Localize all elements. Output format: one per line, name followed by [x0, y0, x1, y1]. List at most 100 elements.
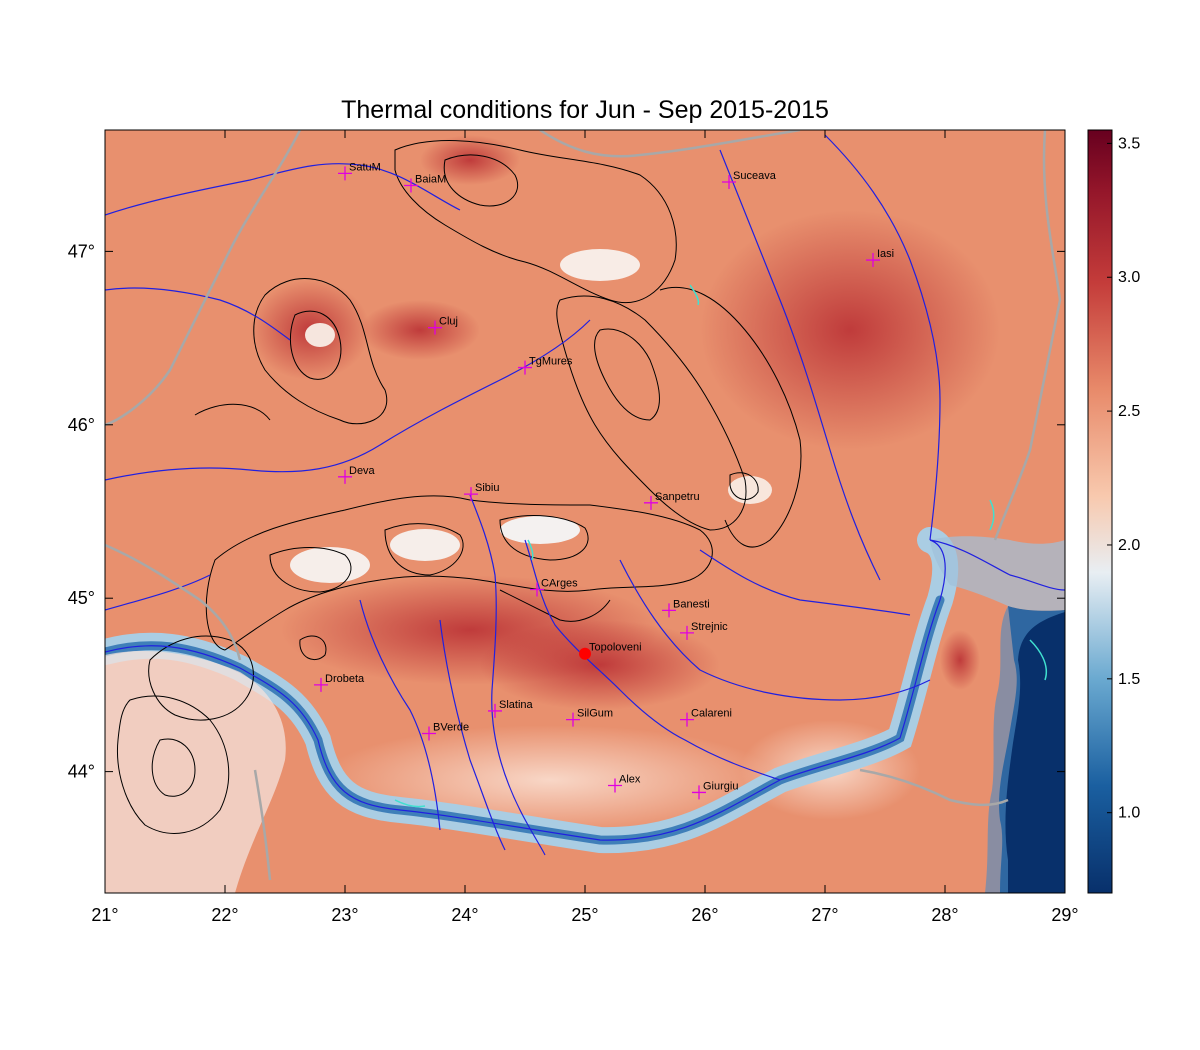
- contour-banat: [148, 635, 254, 721]
- plus-marker-icon: [464, 487, 478, 502]
- lat-tick-label: 44°: [68, 762, 95, 782]
- black-sea-coastal-fade: [985, 606, 1065, 893]
- lon-tick-label: 22°: [211, 905, 238, 925]
- plus-marker-icon: [518, 360, 532, 375]
- rivers: [105, 134, 1065, 856]
- cool-peak: [500, 516, 580, 544]
- city-carges: CArges: [530, 578, 578, 597]
- lake-vidraru: [527, 539, 534, 561]
- border-bulgaria: [253, 769, 272, 881]
- contour-apuseni-inner: [289, 310, 342, 380]
- river-arges: [524, 539, 781, 781]
- plus-marker-icon: [680, 625, 694, 640]
- plus-marker-icon: [530, 582, 544, 597]
- danube-delta: [930, 536, 1065, 611]
- contour-oas: [194, 403, 271, 421]
- border-moldova: [993, 130, 1062, 541]
- lake-danube-reservoir: [394, 799, 426, 808]
- plus-marker-icon: [608, 778, 622, 793]
- cool-peak: [560, 249, 640, 281]
- river-tisa: [105, 574, 211, 611]
- contour-southern-inner-east: [499, 515, 589, 561]
- river-vedea: [439, 619, 506, 851]
- map-area: [105, 130, 1065, 893]
- lake-bicaz: [689, 284, 700, 306]
- river-jiu: [359, 599, 441, 831]
- city-iasi: Iasi: [866, 248, 894, 268]
- colorbar-tick-label: 2.0: [1118, 537, 1140, 554]
- river-olt: [469, 494, 546, 856]
- border-ukraine: [539, 130, 801, 158]
- city-label: Banesti: [673, 598, 710, 610]
- border-hungary: [105, 130, 302, 427]
- city-label: Sanpetru: [655, 491, 700, 503]
- city-baiam: BaiaM: [404, 173, 446, 193]
- city-label: Drobeta: [325, 673, 365, 685]
- river-buzau: [699, 549, 911, 616]
- city-cluj: Cluj: [428, 316, 458, 335]
- city-strejnic: Strejnic: [680, 621, 728, 640]
- river-danube: [105, 539, 1065, 841]
- city-label: BVerde: [433, 721, 469, 733]
- city-giurgiu: Giurgiu: [692, 780, 738, 800]
- colorbar-tick-label: 3.5: [1118, 135, 1140, 152]
- contour-northern-carpathians: [394, 140, 677, 304]
- hot-region: [700, 210, 1000, 450]
- contour-southern-inner-west: [269, 547, 352, 593]
- contour-northern-carpathians-inner: [443, 154, 518, 207]
- city-bverde: BVerde: [422, 721, 469, 741]
- country-borders: [105, 130, 1062, 881]
- river-ialomita: [619, 559, 931, 701]
- cool-peak: [390, 529, 460, 561]
- plus-marker-icon: [338, 166, 352, 181]
- river-mures: [105, 319, 591, 481]
- city-label: SilGum: [577, 708, 613, 720]
- plus-marker-icon: [644, 495, 658, 510]
- contour-eastern-carpathians-inner: [594, 328, 660, 421]
- lon-tick-label: 24°: [451, 905, 478, 925]
- river-prut: [824, 134, 941, 541]
- colorbar-tick-label: 1.0: [1118, 805, 1140, 822]
- hot-region: [940, 630, 980, 690]
- city-silgum: SilGum: [566, 708, 613, 727]
- city-label: CArges: [541, 578, 578, 590]
- city-alex: Alex: [608, 773, 641, 793]
- city-label: Suceava: [733, 170, 777, 182]
- border-bulgaria-east: [859, 768, 1009, 807]
- lon-tick-label: 27°: [811, 905, 838, 925]
- city-label: Deva: [349, 465, 376, 477]
- elevation-contours: [116, 140, 802, 834]
- lakes: [394, 284, 1047, 808]
- city-label: Topoloveni: [589, 642, 642, 654]
- city-label: SatuM: [349, 161, 381, 173]
- colorbar-tick-label: 1.5: [1118, 671, 1140, 688]
- city-sanpetru: Sanpetru: [644, 491, 700, 510]
- city-satum: SatuM: [338, 161, 381, 181]
- colorbar-ticks: 1.0 1.5 2.0 2.5 3.0 3.5: [1107, 135, 1140, 822]
- city-calareni: Calareni: [680, 708, 732, 727]
- city-label: Iasi: [877, 248, 894, 260]
- city-suceava: Suceava: [722, 170, 777, 190]
- river-siret: [719, 149, 881, 581]
- city-label: Calareni: [691, 708, 732, 720]
- lat-tick-label: 47°: [68, 241, 95, 261]
- plus-marker-icon: [692, 785, 706, 800]
- map-axes: 21° 22° 23° 24° 25° 26° 27° 28° 29° 44° 45° 46° 47°: [68, 130, 1079, 925]
- city-drobeta: Drobeta: [314, 673, 365, 692]
- plus-marker-icon: [488, 703, 502, 718]
- city-label: Sibiu: [475, 482, 499, 494]
- city-label: Giurgiu: [703, 780, 738, 792]
- colorbar: [1087, 129, 1113, 894]
- lon-tick-label: 28°: [931, 905, 958, 925]
- plus-marker-icon: [314, 677, 328, 692]
- plus-marker-icon: [428, 320, 442, 335]
- plus-marker-icon: [866, 253, 880, 268]
- black-sea: [999, 606, 1065, 893]
- city-label: TgMures: [529, 356, 573, 368]
- contour-small: [299, 635, 327, 660]
- colorbar-tick-label: 3.0: [1118, 269, 1140, 286]
- contour-apuseni: [253, 278, 388, 425]
- contour-eastern-carpathians: [556, 295, 747, 531]
- city-deva: Deva: [338, 465, 376, 484]
